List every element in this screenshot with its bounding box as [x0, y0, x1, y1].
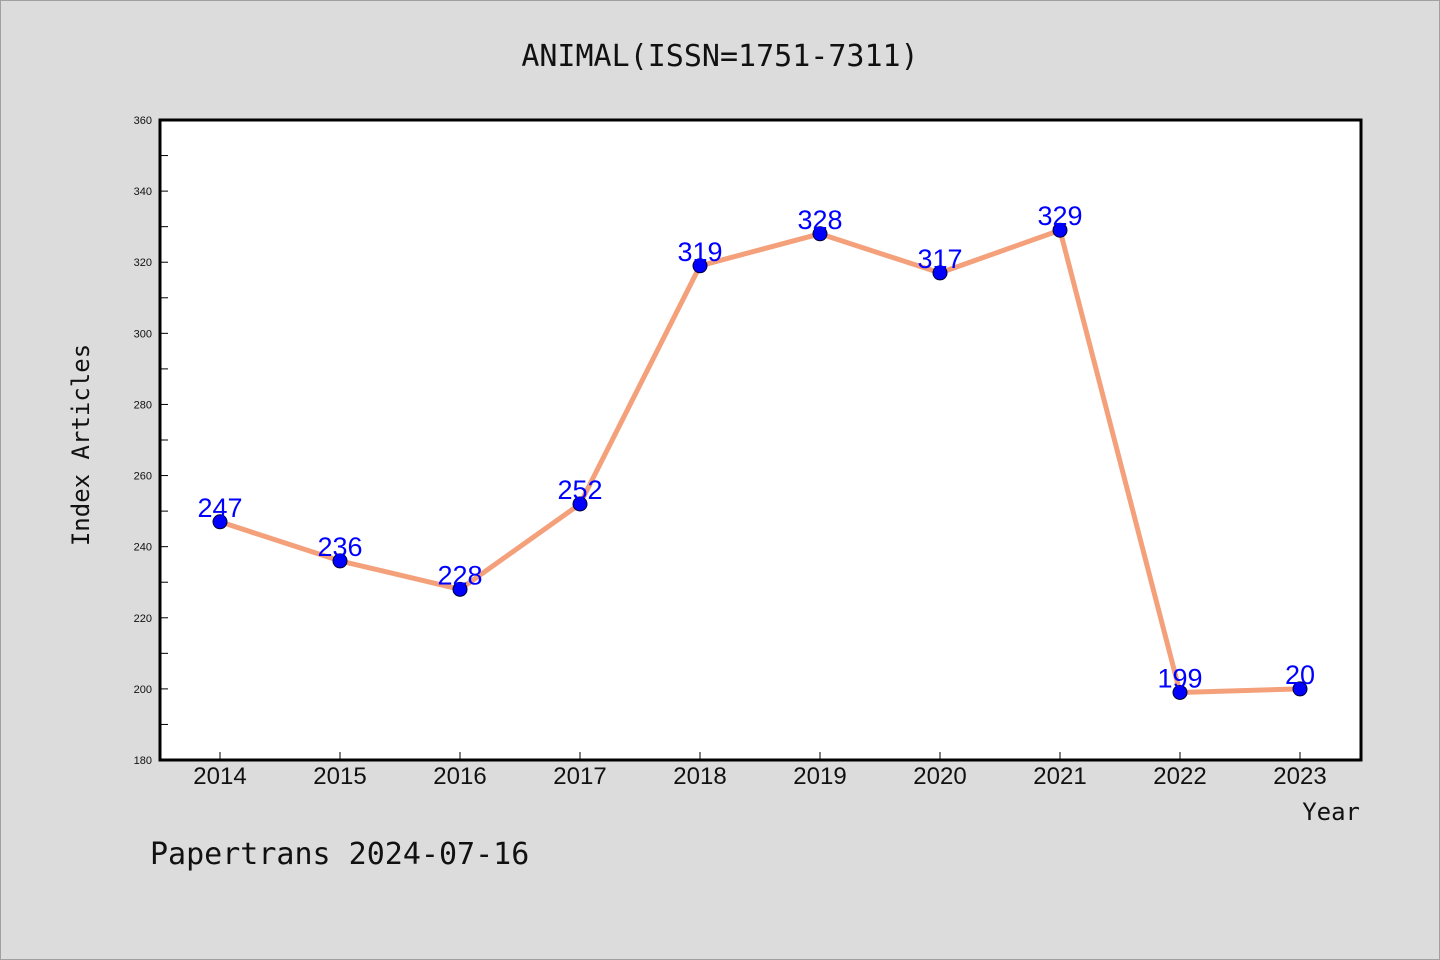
x-tick-label: 2020	[913, 763, 966, 790]
data-point	[692, 258, 708, 274]
x-tick-label: 2022	[1153, 763, 1206, 790]
y-tick-label: 320	[134, 257, 152, 269]
y-tick-label: 180	[134, 755, 152, 767]
data-point	[212, 514, 228, 530]
data-point	[332, 553, 348, 569]
y-tick-label: 340	[134, 186, 152, 198]
y-axis-title: Index Articles	[67, 344, 95, 546]
plot-area	[158, 118, 1363, 762]
x-axis: 2014 2015 2016 2017 2018 2019 2020 2021 2022 2023	[193, 752, 1327, 790]
chart-title: ANIMAL(ISSN=1751-7311)	[521, 39, 918, 74]
data-point	[452, 581, 468, 597]
data-label: 319	[677, 237, 722, 267]
x-tick-label: 2017	[553, 763, 606, 790]
x-tick-label: 2014	[193, 763, 246, 790]
data-label: 247	[197, 493, 242, 523]
series-line	[217, 227, 1303, 695]
y-tick-label: 360	[134, 115, 152, 127]
x-axis-title: Year	[1302, 798, 1360, 826]
x-tick-label: 2021	[1033, 763, 1086, 790]
data-labels: 247 236 228 252 319 328 317 329 199 20	[197, 201, 1315, 693]
data-markers	[212, 222, 1308, 700]
x-tick-label: 2015	[313, 763, 366, 790]
y-tick-label: 260	[134, 471, 152, 483]
x-tick-label: 2023	[1273, 763, 1326, 790]
data-label: 228	[437, 560, 482, 590]
data-point	[812, 226, 828, 242]
x-tick-label: 2016	[433, 763, 486, 790]
y-tick-label: 200	[134, 684, 152, 696]
y-tick-label: 240	[134, 542, 152, 554]
x-tick-label: 2018	[673, 763, 726, 790]
footer-text: Papertrans 2024-07-16	[150, 837, 529, 872]
y-axis: 180 200 220 240 260 280 300 320 340 360	[134, 115, 168, 767]
data-label: 199	[1157, 663, 1202, 693]
data-label: 236	[317, 532, 362, 562]
y-tick-label: 280	[134, 399, 152, 411]
x-tick-label: 2019	[793, 763, 846, 790]
y-tick-label: 220	[134, 613, 152, 625]
data-label: 20	[1285, 660, 1315, 690]
data-label: 252	[557, 475, 602, 505]
data-point	[572, 496, 588, 512]
data-label: 317	[917, 244, 962, 274]
data-point	[1052, 222, 1068, 238]
data-point	[1292, 681, 1308, 697]
data-label: 328	[797, 205, 842, 235]
data-label: 329	[1037, 201, 1082, 231]
y-tick-label: 300	[134, 328, 152, 340]
data-point	[1172, 684, 1188, 700]
data-point	[932, 265, 948, 281]
